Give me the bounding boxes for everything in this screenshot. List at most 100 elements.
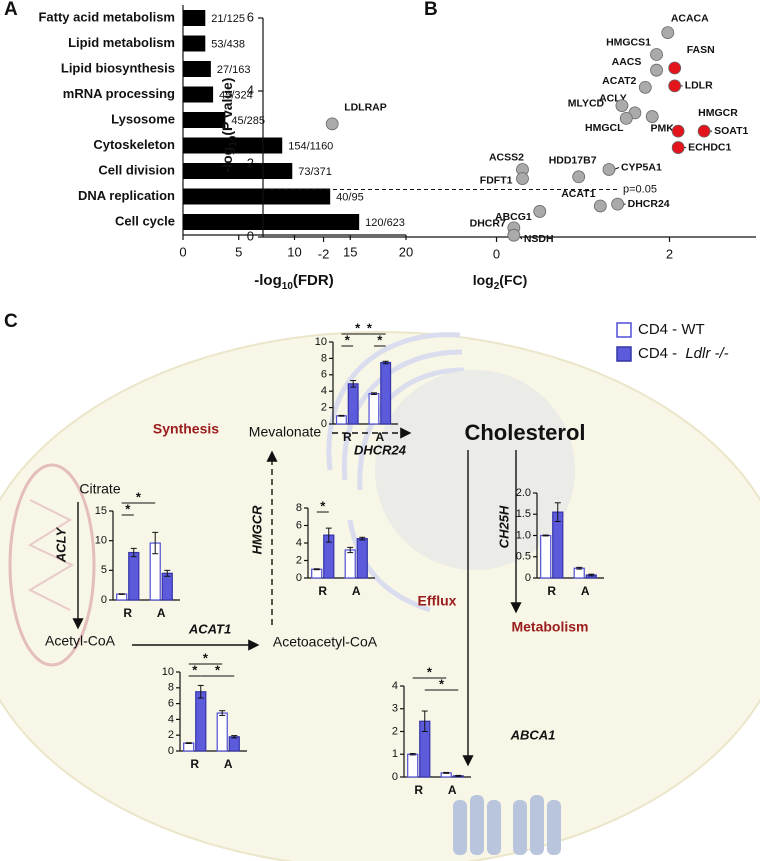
error-bar [219,710,226,716]
y-tick-label: 10 [162,666,174,678]
x-tick-label: R [414,783,423,797]
bar [161,572,173,601]
y-tick-label: 2 [392,725,398,737]
gene-label: HMGCR [249,505,264,555]
bar [311,568,323,579]
panel-label: C [4,311,18,332]
point-label: AACS [612,56,642,68]
x-axis-title-part: -log [254,272,282,289]
bar [183,10,206,26]
y-tick-label: 15 [95,505,107,517]
error-bar [455,774,462,777]
metabolite: Citrate [79,481,120,497]
point [671,124,685,138]
error-bar [359,536,366,541]
point-label: HMGCR [698,107,738,119]
x-tick-label: 10 [287,244,301,259]
bar [228,736,240,752]
y-tick-label: 1.0 [516,529,531,541]
point-label: ACSS2 [489,151,524,163]
x-tick-label: 2 [666,246,673,261]
bar-label: 120/623 [365,217,405,229]
point-label: ACACA [671,12,709,24]
error-bar [164,569,171,577]
point-label: ACAT1 [561,188,595,200]
significance-label: * [439,676,445,691]
y-axis-title-part: -log [219,147,235,173]
point [572,170,586,184]
x-axis-title-sub: 10 [282,281,294,292]
y-tick-label: 8 [168,682,174,694]
point-label: ABCG1 [495,211,532,223]
x-axis-title-part: (FC) [499,272,527,288]
point [671,141,685,154]
point [602,163,616,176]
bar [183,163,293,179]
bar [347,383,359,425]
metabolite: Acetyl-CoA [45,633,116,649]
x-tick-label: R [190,757,199,771]
error-bar [185,742,192,744]
bar [540,534,552,579]
significance-label: * [192,662,198,677]
bar [195,691,207,752]
point-label: NSDH [524,233,554,245]
y-tick-label: 0 [525,572,531,584]
bar-label: 53/438 [211,38,245,50]
x-tick-label: A [224,757,233,771]
y-tick-label: 6 [168,698,174,710]
error-bar [421,710,428,732]
bar [183,61,211,77]
y-axis-title-part: (P value) [219,78,235,136]
x-tick-label: -2 [318,246,330,261]
x-tick-label: A [581,584,590,598]
point [645,110,659,123]
error-bar [382,360,389,365]
error-bar [347,546,354,554]
significance-label: * [355,320,361,335]
panel-label: B [424,0,438,20]
y-tick-label: 4 [168,713,174,725]
y-tick-label: 2 [321,402,327,414]
x-tick-label: R [343,430,352,444]
y-tick-label: 0 [296,572,302,584]
error-bar [118,593,125,595]
y-tick-label: 5 [101,564,107,576]
category-label: Fatty acid metabolism [38,9,175,24]
point [619,111,633,125]
x-tick-label: 0 [493,246,500,261]
legend-swatch [616,322,632,338]
point-label: DHCR7 [470,218,506,230]
category-label: Lysosome [111,111,175,126]
x-tick-label: 15 [343,244,357,259]
point-label: PMK [651,122,675,134]
error-bar [588,573,595,577]
x-tick-label: A [375,430,384,444]
x-tick-label: R [547,584,556,598]
error-bar [338,414,345,417]
mitochondrion-cristae [27,499,75,611]
x-tick-label: 20 [399,244,413,259]
gene-label: ACAT1 [188,621,231,636]
point [533,205,547,218]
point [611,197,625,211]
error-bar [152,531,159,555]
y-tick-label: 6 [296,519,302,531]
y-tick-label: 2 [296,554,302,566]
bar-label: 45/324 [219,89,253,101]
gene-label: CH25H [496,505,511,548]
error-bar [443,771,450,774]
y-tick-label: 8 [296,502,302,514]
error-bar [542,534,549,537]
y-tick-label: 6 [247,9,254,24]
x-tick-label: R [318,584,327,598]
significance-label: * [136,489,142,504]
category-label: Cytoskeleton [93,137,175,152]
metabolite: Acetoacetyl-CoA [273,634,378,650]
error-bar [197,684,204,699]
legend-label: CD4 - Ldlr -/- [638,345,729,362]
point-label: HDD17B7 [549,155,597,167]
gene-label: DHCR24 [354,442,407,457]
category-label: Lipid biosynthesis [61,60,175,75]
